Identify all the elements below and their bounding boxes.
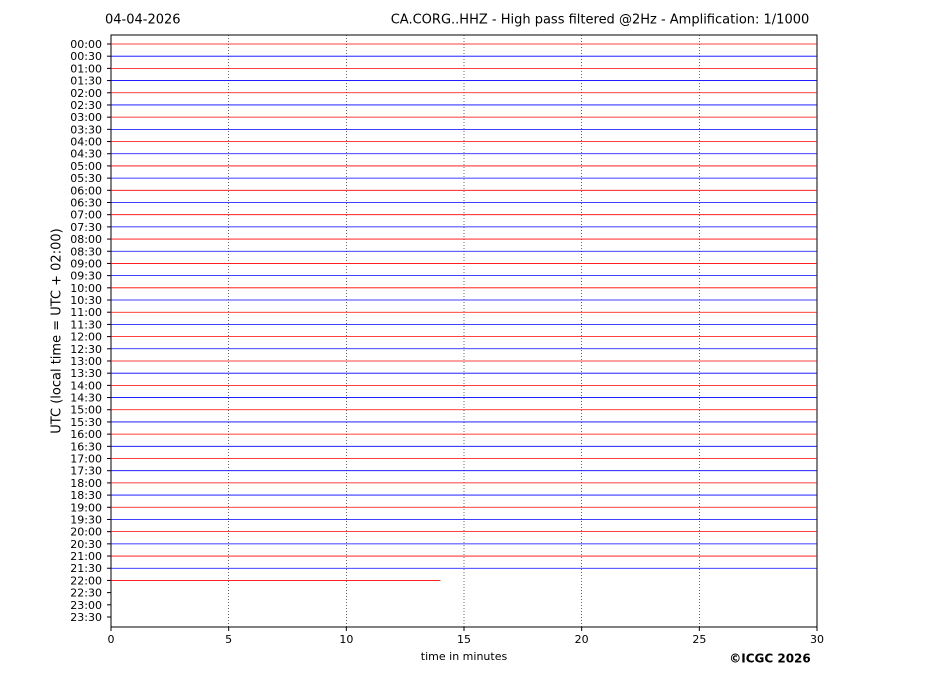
y-tick-label: 10:00 [70, 282, 102, 295]
y-tick-label: 23:30 [70, 611, 102, 624]
y-tick-label: 06:30 [70, 196, 102, 209]
y-tick-label: 08:30 [70, 245, 102, 258]
y-tick-label: 23:00 [70, 599, 102, 612]
y-tick-label: 08:00 [70, 233, 102, 246]
y-tick-label: 21:30 [70, 562, 102, 575]
y-axis-label: UTC (local time = UTC + 02:00) [50, 228, 65, 433]
y-tick-label: 02:00 [70, 87, 102, 100]
x-tick-label: 10 [339, 633, 353, 646]
x-tick-label: 25 [692, 633, 706, 646]
y-tick-label: 18:00 [70, 477, 102, 490]
y-tick-label: 20:30 [70, 538, 102, 551]
y-tick-label: 10:30 [70, 294, 102, 307]
x-tick-label: 0 [108, 633, 115, 646]
chart-title: CA.CORG..HHZ - High pass filtered @2Hz -… [391, 13, 810, 28]
y-tick-label: 22:00 [70, 574, 102, 587]
y-tick-label: 09:00 [70, 257, 102, 270]
y-tick-label: 01:30 [70, 75, 102, 88]
x-tick-label: 30 [810, 633, 824, 646]
y-tick-label: 06:00 [70, 184, 102, 197]
y-tick-label: 05:30 [70, 172, 102, 185]
y-tick-label: 00:00 [70, 38, 102, 51]
y-tick-label: 14:00 [70, 379, 102, 392]
y-tick-label: 22:30 [70, 587, 102, 600]
y-tick-label: 13:00 [70, 355, 102, 368]
y-tick-label: 02:30 [70, 99, 102, 112]
y-tick-label: 01:00 [70, 62, 102, 75]
y-tick-label: 18:30 [70, 489, 102, 502]
x-tick-label: 5 [225, 633, 232, 646]
y-tick-label: 20:00 [70, 526, 102, 539]
y-tick-label: 03:30 [70, 123, 102, 136]
x-axis-label: time in minutes [421, 650, 508, 663]
y-tick-label: 11:00 [70, 306, 102, 319]
y-tick-label: 09:30 [70, 270, 102, 283]
y-tick-label: 12:00 [70, 331, 102, 344]
y-tick-label: 17:30 [70, 465, 102, 478]
y-tick-label: 16:30 [70, 440, 102, 453]
y-tick-label: 17:00 [70, 453, 102, 466]
y-tick-label: 19:00 [70, 501, 102, 514]
y-tick-label: 19:30 [70, 513, 102, 526]
chart-date: 04-04-2026 [105, 13, 181, 28]
y-tick-label: 07:00 [70, 209, 102, 222]
y-tick-label: 16:00 [70, 428, 102, 441]
y-tick-label: 04:00 [70, 136, 102, 149]
x-tick-label: 20 [575, 633, 589, 646]
y-tick-label: 03:00 [70, 111, 102, 124]
y-tick-label: 15:30 [70, 416, 102, 429]
y-tick-label: 14:30 [70, 392, 102, 405]
y-tick-label: 21:00 [70, 550, 102, 563]
copyright: ©ICGC 2026 [729, 652, 811, 666]
y-tick-label: 00:30 [70, 50, 102, 63]
y-tick-label: 15:00 [70, 404, 102, 417]
y-tick-label: 13:30 [70, 367, 102, 380]
y-tick-label: 05:00 [70, 160, 102, 173]
y-tick-label: 11:30 [70, 318, 102, 331]
y-tick-label: 12:30 [70, 343, 102, 356]
y-tick-label: 04:30 [70, 148, 102, 161]
y-tick-label: 07:30 [70, 221, 102, 234]
x-tick-label: 15 [457, 633, 471, 646]
